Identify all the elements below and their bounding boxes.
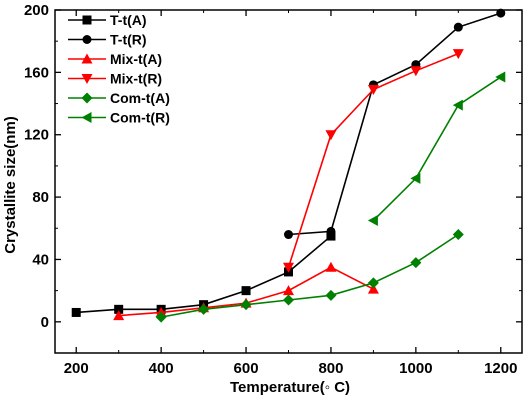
data-point [496, 8, 506, 18]
data-point [325, 261, 337, 272]
y-tick-label: 0 [41, 314, 49, 331]
series-5 [367, 71, 506, 226]
data-point [283, 294, 294, 306]
series-line [372, 76, 502, 222]
legend-label: Com-t(A) [110, 90, 170, 106]
x-tick-label: 1200 [484, 360, 517, 377]
x-tick-label: 1000 [399, 360, 432, 377]
x-axis-title: Temperature(◦ C) [230, 379, 350, 396]
data-point [453, 22, 463, 32]
x-tick-label: 600 [234, 360, 259, 377]
data-point [367, 214, 378, 226]
data-point [325, 289, 337, 301]
data-point [241, 286, 251, 296]
legend-item-3: Mix-t(R) [68, 71, 162, 87]
data-point [410, 257, 422, 269]
legend: T-t(A) T-t(R) Mix-t(A) Mix-t(R) Com-t(A) Com-… [68, 12, 170, 126]
y-tick-label: 40 [32, 251, 49, 268]
legend-item-0: T-t(A) [68, 12, 147, 28]
data-point [155, 311, 167, 323]
legend-marker [81, 112, 92, 123]
legend-label: T-t(A) [110, 12, 147, 28]
legend-item-1: T-t(R) [68, 32, 147, 48]
legend-item-4: Com-t(A) [68, 90, 170, 106]
data-point [367, 277, 379, 289]
data-point [452, 99, 463, 111]
y-axis-title: Crystallite size(nm) [2, 116, 19, 254]
data-point [495, 71, 506, 83]
legend-marker [81, 92, 93, 104]
x-tick-label: 800 [318, 360, 343, 377]
data-point [71, 307, 81, 317]
data-point [240, 299, 252, 311]
series-1 [284, 8, 506, 240]
data-point [452, 49, 464, 60]
series-3 [283, 49, 464, 273]
series-line [288, 12, 502, 236]
y-tick-label: 120 [24, 127, 49, 144]
series-layer [71, 8, 506, 323]
data-point [452, 229, 464, 241]
axes: 200 400 600 800 1000 1200 0 40 80 120 160 200 [24, 2, 523, 377]
data-point [326, 226, 336, 236]
y-tick-label: 200 [24, 2, 49, 19]
data-point [410, 66, 422, 77]
legend-label: T-t(R) [110, 32, 147, 48]
data-point [283, 285, 294, 296]
series-line [160, 233, 459, 318]
data-point [114, 304, 124, 314]
legend-label: Mix-t(A) [110, 51, 162, 67]
data-point [410, 172, 421, 184]
series-4 [155, 229, 464, 323]
legend-item-2: Mix-t(A) [68, 51, 162, 67]
data-point [367, 283, 379, 294]
legend-marker [82, 35, 92, 44]
data-point [198, 303, 210, 315]
y-tick-label: 80 [32, 189, 49, 206]
x-tick-label: 400 [149, 360, 174, 377]
legend-label: Com-t(R) [110, 110, 170, 126]
legend-marker [81, 74, 93, 84]
legend-marker [82, 15, 92, 25]
data-point [284, 230, 293, 240]
legend-label: Mix-t(R) [110, 71, 162, 87]
x-tick-label: 200 [64, 360, 89, 377]
data-point [325, 130, 337, 141]
legend-marker [81, 53, 93, 64]
data-point [113, 310, 125, 321]
data-point [283, 262, 294, 273]
y-tick-label: 160 [24, 64, 49, 81]
data-point [326, 231, 336, 241]
data-point [367, 85, 379, 96]
legend-item-5: Com-t(R) [68, 110, 170, 126]
